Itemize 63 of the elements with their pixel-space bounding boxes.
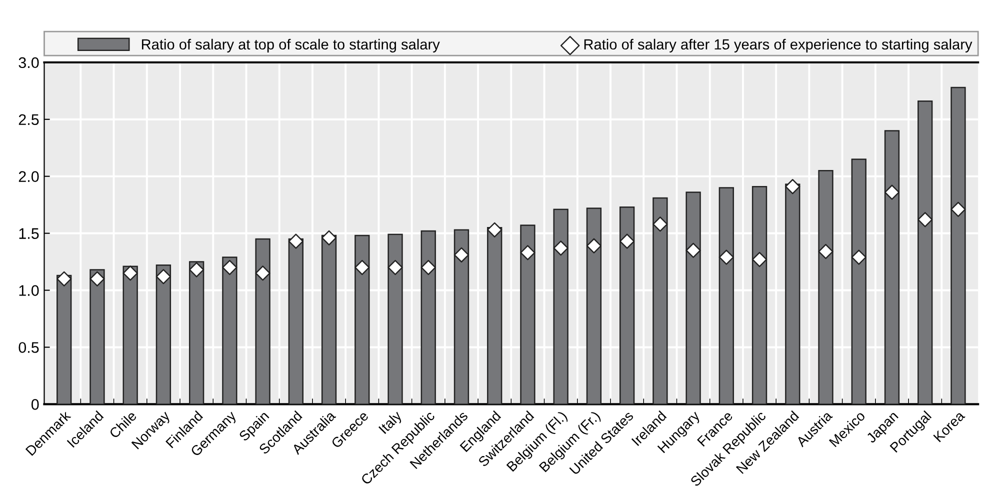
point xyxy=(156,269,172,284)
bar xyxy=(652,197,668,404)
point xyxy=(718,250,734,265)
point xyxy=(222,260,238,276)
point xyxy=(950,202,966,217)
y-tick-label: 1.5 xyxy=(19,228,39,239)
legend-label: Ratio of salary after 15 years of experience to starting salary xyxy=(584,38,972,52)
point xyxy=(255,266,270,281)
point xyxy=(752,252,768,268)
point xyxy=(686,242,701,258)
bar xyxy=(156,264,172,404)
bar xyxy=(950,86,966,404)
point xyxy=(420,260,436,276)
point xyxy=(288,234,304,249)
bar xyxy=(686,192,701,404)
bar xyxy=(122,266,138,404)
bar xyxy=(752,186,768,404)
point xyxy=(454,247,470,262)
y-tick-label: 0.5 xyxy=(18,342,39,353)
point xyxy=(785,179,800,194)
bar xyxy=(851,158,866,404)
bar xyxy=(56,274,72,404)
bar xyxy=(420,230,436,404)
point xyxy=(56,271,72,286)
point xyxy=(818,244,834,260)
bar xyxy=(520,224,536,404)
legend-label: Ratio of salary at top of scale to starting salary xyxy=(142,38,440,52)
point xyxy=(487,222,502,238)
bar xyxy=(487,226,502,404)
bar xyxy=(188,261,204,404)
bar xyxy=(321,234,337,404)
bar xyxy=(255,238,270,404)
bar xyxy=(388,234,403,404)
bar xyxy=(354,234,370,404)
point xyxy=(586,238,602,254)
point xyxy=(520,245,536,260)
y-tick-label: 3.0 xyxy=(18,57,39,68)
bar xyxy=(718,187,734,404)
point xyxy=(918,212,933,228)
bar xyxy=(818,170,834,404)
bar xyxy=(454,229,470,404)
bar xyxy=(553,208,568,404)
point xyxy=(652,216,668,232)
point xyxy=(354,260,370,276)
point xyxy=(188,262,204,278)
point xyxy=(553,240,568,256)
y-tick-label: 2.5 xyxy=(18,114,39,126)
point xyxy=(884,184,900,200)
y-tick-label: 1.0 xyxy=(19,285,39,296)
bar xyxy=(90,269,105,404)
point xyxy=(321,230,337,246)
bar xyxy=(619,206,635,404)
point xyxy=(619,234,635,249)
point xyxy=(388,260,403,276)
bar xyxy=(586,208,602,404)
y-tick-label: 0 xyxy=(31,399,39,410)
point xyxy=(851,250,866,265)
y-tick-label: 2.0 xyxy=(18,171,39,182)
point xyxy=(90,271,105,286)
bar xyxy=(222,256,238,404)
bar xyxy=(918,100,933,404)
bar xyxy=(884,130,900,404)
point xyxy=(122,266,138,281)
